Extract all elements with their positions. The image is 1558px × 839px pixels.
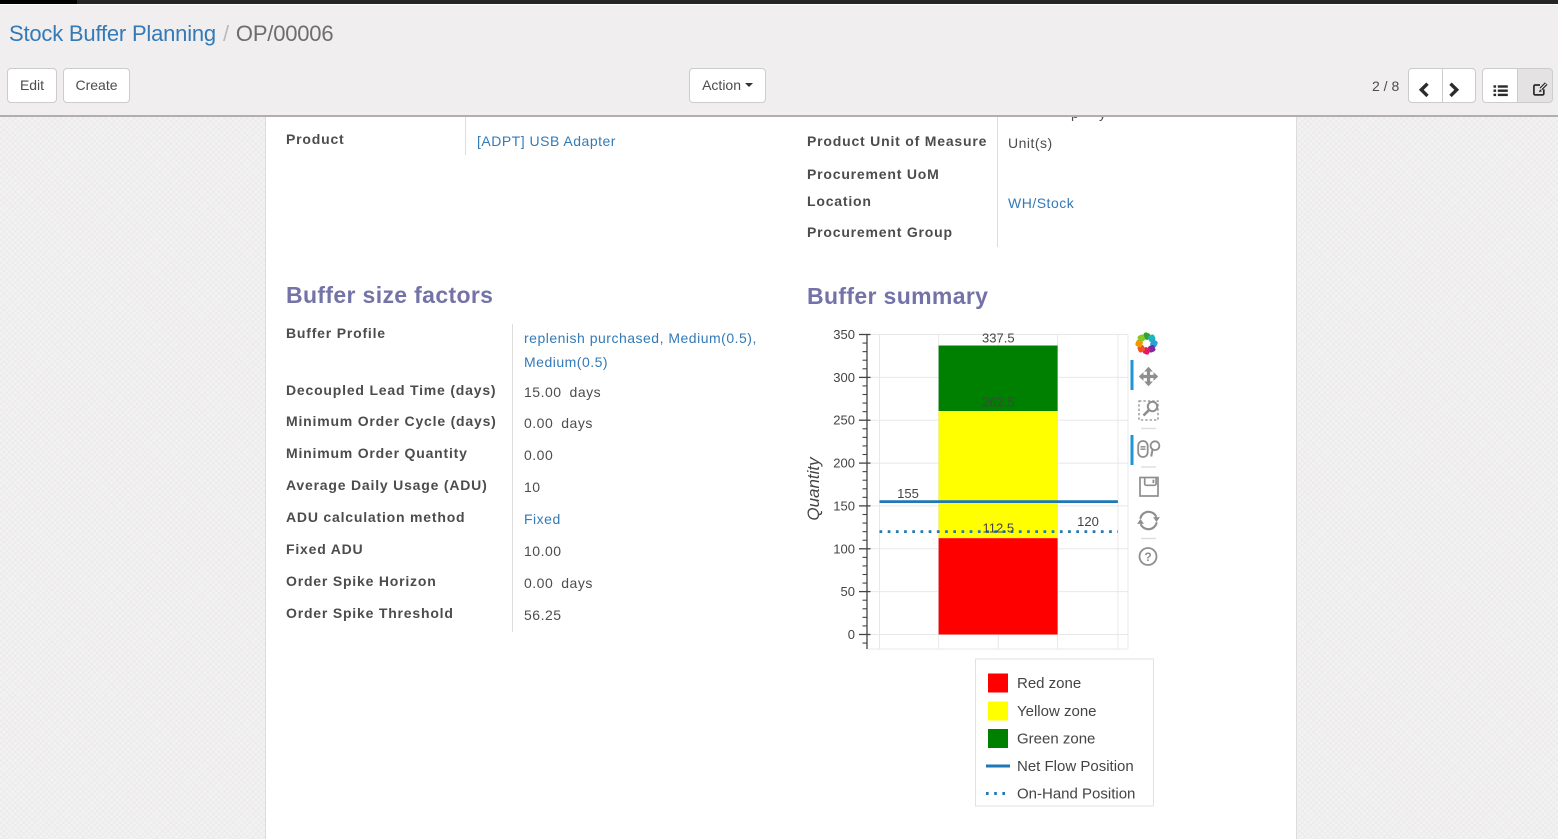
svg-text:Red zone: Red zone	[1017, 675, 1081, 692]
svg-text:Green zone: Green zone	[1017, 731, 1095, 748]
svg-text:Net Flow Position: Net Flow Position	[1017, 758, 1134, 775]
svg-text:262.5: 262.5	[982, 395, 1015, 410]
svg-text:Yellow zone: Yellow zone	[1017, 703, 1097, 720]
svg-text:300: 300	[833, 370, 855, 385]
svg-text:?: ?	[1144, 550, 1151, 564]
svg-text:0: 0	[848, 627, 855, 642]
svg-text:250: 250	[833, 413, 855, 428]
svg-text:155: 155	[897, 486, 919, 501]
svg-text:50: 50	[841, 584, 855, 599]
svg-text:200: 200	[833, 456, 855, 471]
svg-text:112.5: 112.5	[983, 521, 1015, 536]
svg-text:100: 100	[833, 541, 855, 556]
svg-text:150: 150	[833, 498, 855, 513]
svg-text:350: 350	[833, 327, 855, 342]
svg-text:Quantity: Quantity	[804, 456, 823, 521]
svg-text:337.5: 337.5	[982, 331, 1015, 346]
svg-text:On-Hand Position: On-Hand Position	[1017, 786, 1135, 803]
svg-text:120: 120	[1077, 514, 1099, 529]
